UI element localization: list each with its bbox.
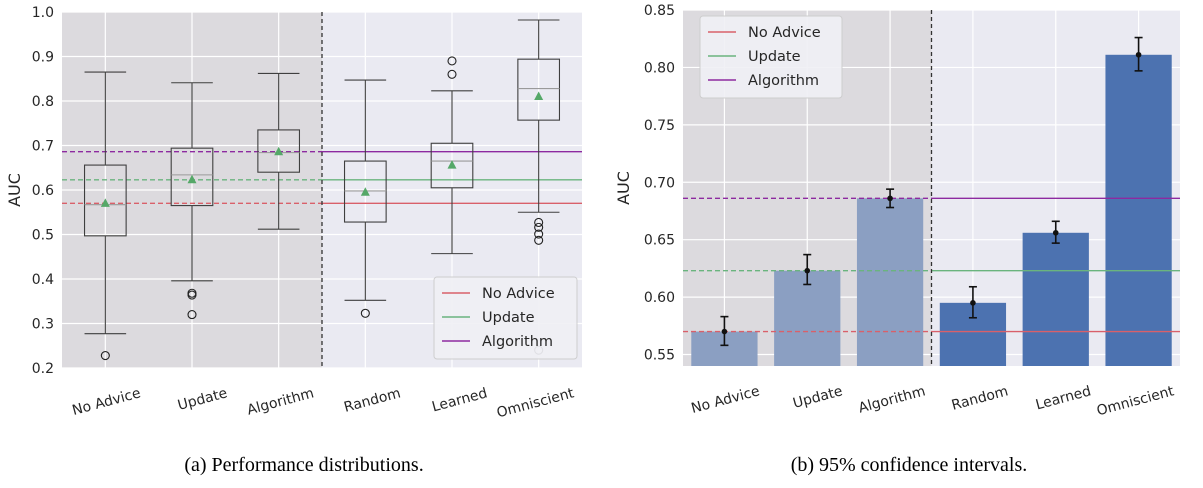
x-tick-label-random: Random (950, 383, 1010, 413)
box-random (343, 160, 387, 223)
y-tick-label: 0.9 (32, 50, 54, 66)
box-algorithm (257, 129, 301, 173)
y-tick-label: 0.6 (32, 183, 54, 199)
mean-marker-algorithm (274, 146, 284, 156)
x-tick-label-algorithm: Algorithm (857, 383, 927, 416)
mean-point-update (804, 267, 811, 274)
chart-b-bar-chart: 0.55 0.60 0.65 0.70 0.75 0.80 0.85 No Advice Upd… (614, 3, 1180, 419)
box-omniscient (517, 58, 561, 121)
caption-b: (b) 95% confidence intervals. (791, 454, 1028, 476)
y-tick-label: 0.7 (32, 139, 54, 155)
box-update (170, 147, 214, 207)
box-learned (430, 142, 474, 189)
x-tick-label-learned: Learned (430, 385, 489, 415)
legend-label-no-advice: No Advice (482, 286, 555, 302)
y-tick-label: 0.70 (644, 175, 675, 191)
outlier-learned (447, 69, 457, 79)
y-tick-label: 0.60 (644, 290, 675, 306)
bar-learned (1022, 232, 1089, 366)
y-tick-label: 0.3 (32, 317, 54, 333)
x-tick-label-update: Update (176, 385, 229, 414)
bar-update (774, 270, 841, 366)
box-no-advice (83, 164, 127, 237)
mean-marker-learned (447, 160, 457, 169)
legend-label-algorithm: Algorithm (748, 73, 819, 89)
mean-marker-update (187, 174, 197, 184)
outlier-omniscient (534, 229, 544, 239)
mean-point-learned (1052, 229, 1059, 236)
chart-a-box-plot: 0.2 0.3 0.4 0.5 0.6 0.7 0.8 0.9 1.0 No Advice Upda… (5, 5, 582, 421)
legend-label-update: Update (748, 49, 801, 65)
legend-box (699, 15, 843, 99)
y-tick-label: 0.5 (32, 228, 54, 244)
y-tick-label: 0.8 (32, 94, 54, 110)
x-tick-label-algorithm: Algorithm (245, 385, 315, 418)
y-tick-label: 0.4 (32, 272, 54, 288)
y-axis-label: AUC (614, 171, 633, 205)
x-tick-label-random: Random (342, 385, 402, 415)
outlier-omniscient (534, 217, 544, 228)
mean-point-random (970, 300, 976, 306)
legend-label-algorithm: Algorithm (482, 334, 553, 350)
y-tick-label: 0.2 (32, 361, 54, 377)
mean-marker-no-advice (100, 198, 110, 207)
legend-label-update: Update (482, 310, 535, 326)
outlier-random (360, 308, 370, 318)
outlier-no-advice (100, 350, 110, 361)
outlier-omniscient (534, 235, 544, 245)
y-tick-label: 0.80 (644, 60, 675, 76)
caption-a: (a) Performance distributions. (184, 454, 423, 476)
y-tick-label: 0.55 (644, 348, 675, 364)
x-tick-label-omniscient: Omniscient (1095, 383, 1176, 419)
mean-point-no-advice (721, 328, 728, 335)
outlier-update (187, 310, 197, 320)
y-tick-label: 0.65 (644, 233, 675, 249)
y-tick-label: 0.85 (644, 3, 675, 19)
outlier-omniscient (534, 222, 544, 232)
x-tick-label-update: Update (791, 383, 844, 412)
y-tick-label: 0.75 (644, 118, 675, 134)
y-tick-label: 1.0 (32, 5, 54, 21)
x-tick-label-no-advice: No Advice (70, 385, 142, 419)
legend-box (433, 276, 578, 360)
mean-point-algorithm (887, 195, 893, 202)
mean-marker-random (360, 187, 370, 196)
mean-point-omniscient (1135, 51, 1142, 58)
x-tick-label-learned: Learned (1034, 383, 1093, 413)
x-tick-label-no-advice: No Advice (690, 383, 762, 417)
mean-marker-omniscient (534, 91, 544, 101)
bar-algorithm (856, 198, 924, 366)
outlier-learned (447, 56, 457, 66)
x-tick-label-omniscient: Omniscient (495, 385, 576, 421)
legend-label-no-advice: No Advice (748, 25, 821, 41)
y-axis-label: AUC (5, 173, 24, 207)
outlier-update (187, 290, 197, 300)
bar-omniscient (1105, 54, 1172, 366)
